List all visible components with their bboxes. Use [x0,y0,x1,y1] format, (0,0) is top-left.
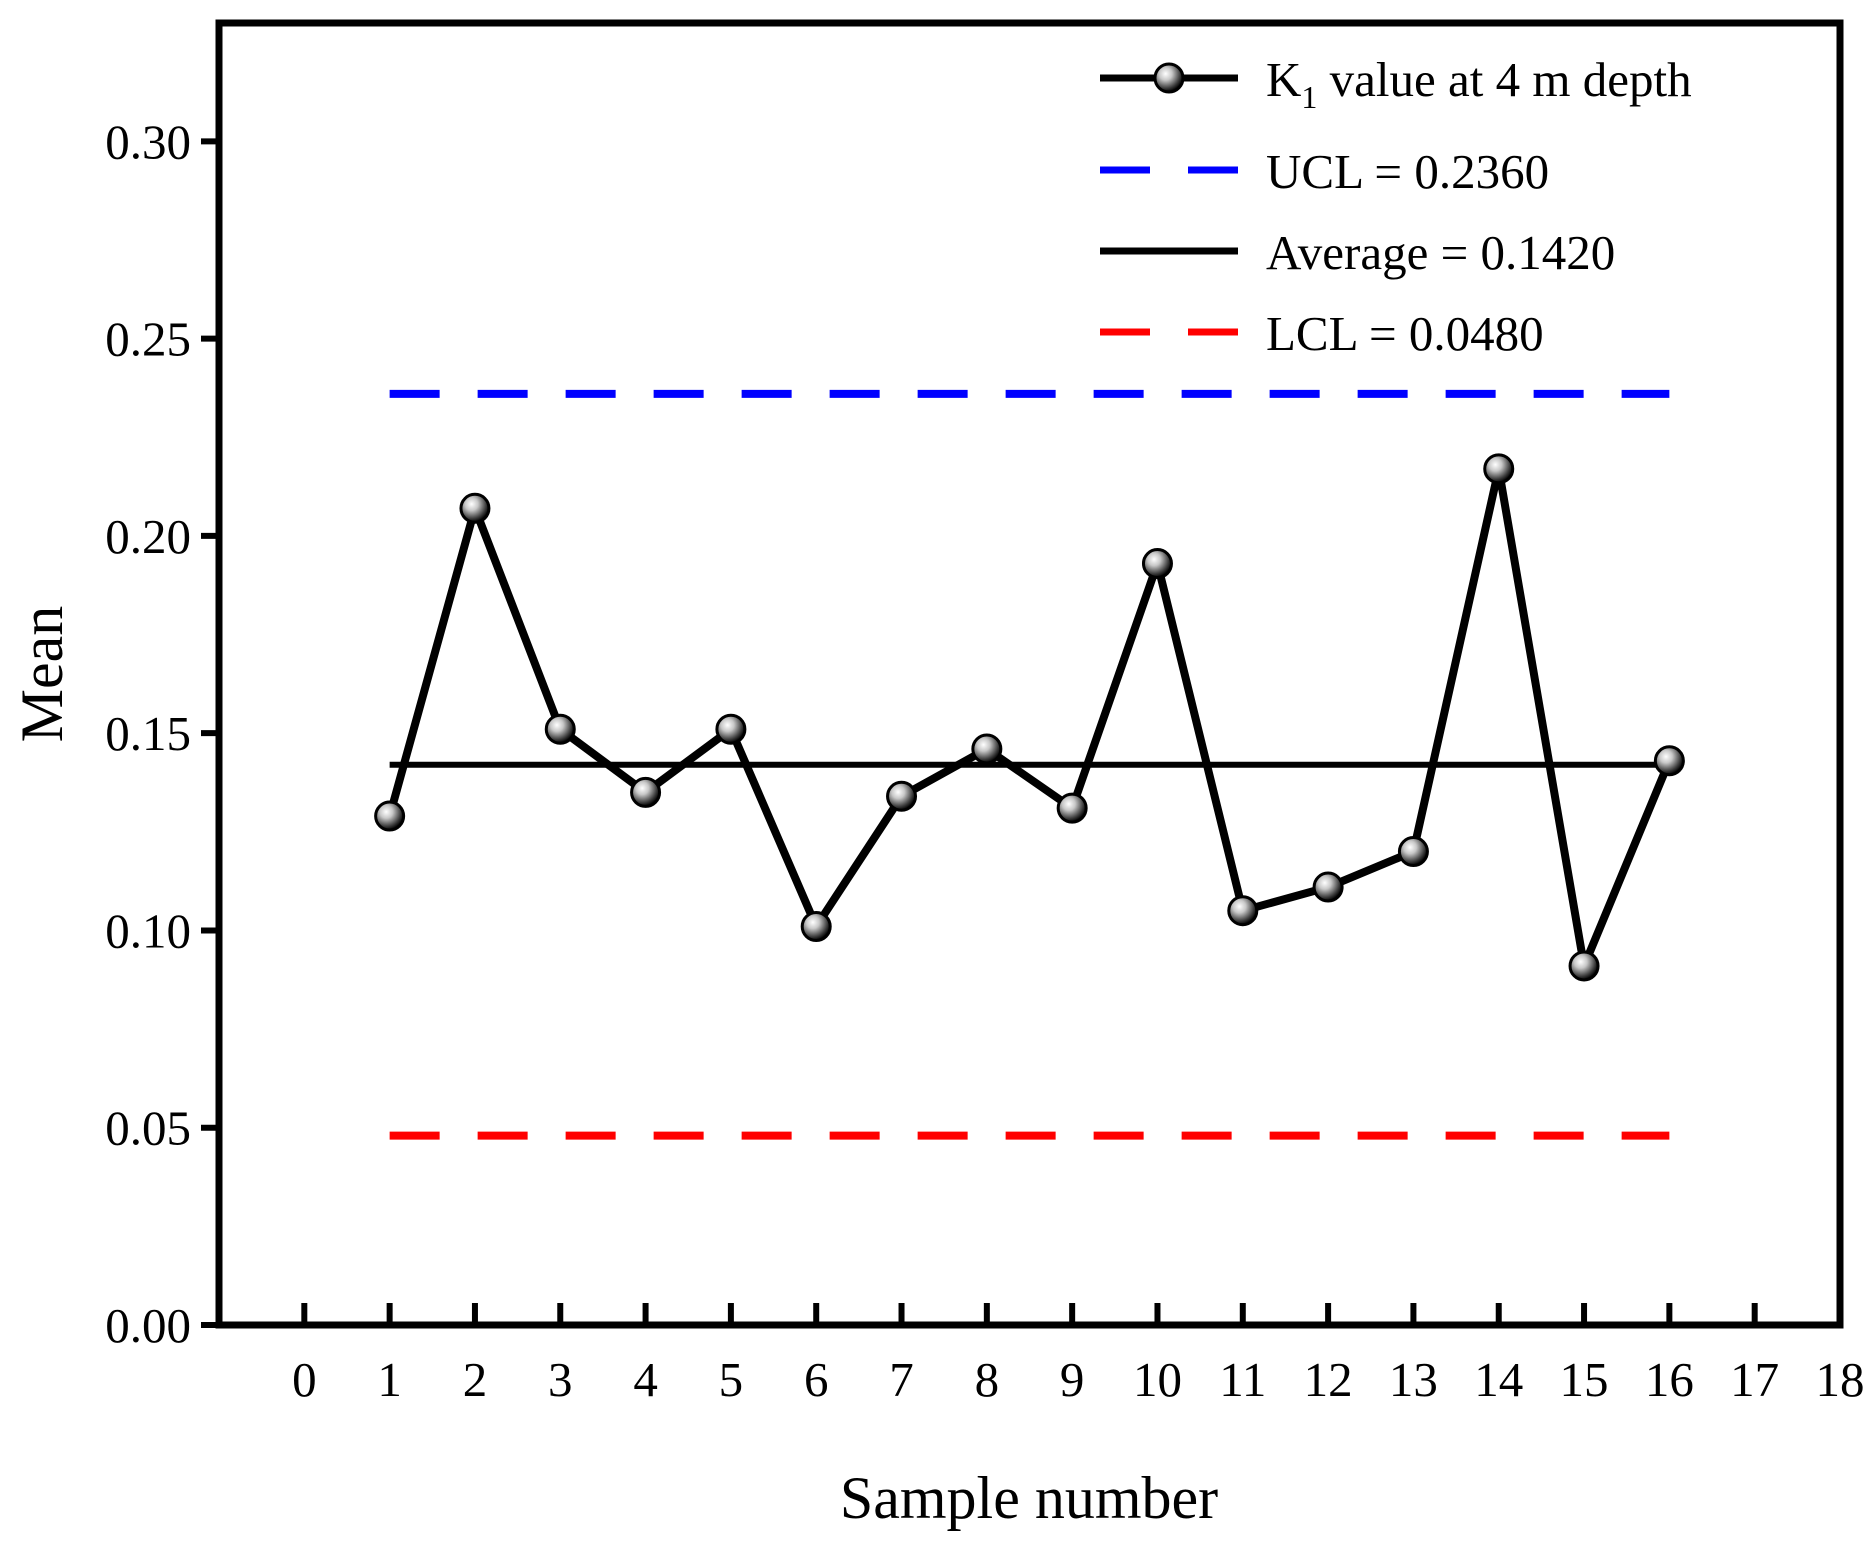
x-tick-label: 9 [1060,1352,1085,1407]
legend-ucl-label: UCL = 0.2360 [1266,144,1549,199]
legend: K1 value at 4 m depth UCL = 0.2360 Avera… [1100,52,1692,361]
data-point [459,492,491,524]
y-tick-label: 0.25 [105,312,191,367]
x-tick-label: 8 [975,1352,1000,1407]
y-tick-label: 0.15 [105,706,191,761]
x-tick-label: 7 [889,1352,914,1407]
x-tick-label: 1 [377,1352,402,1407]
x-tick-label: 11 [1219,1352,1266,1407]
data-point [715,713,747,745]
x-tick-label: 15 [1560,1352,1609,1407]
x-tick-label: 6 [804,1352,829,1407]
data-point [1056,792,1088,824]
data-point [1568,950,1600,982]
x-tick-label: 10 [1133,1352,1182,1407]
data-point [374,800,406,832]
data-point [1653,745,1685,777]
y-axis-label: Mean [9,606,75,743]
y-tick-label: 0.10 [105,903,191,958]
data-point [886,780,918,812]
x-tick-label: 12 [1304,1352,1353,1407]
data-point [544,713,576,745]
y-tick-label: 0.30 [105,114,191,169]
series-line [385,467,1674,981]
x-tick-label: 17 [1730,1352,1779,1407]
data-point [1141,548,1173,580]
x-tick-label: 13 [1389,1352,1438,1407]
y-tick-label: 0.20 [105,509,191,564]
legend-series-label: K1 value at 4 m depth [1266,52,1692,115]
x-axis-ticks: 0 1 2 3 4 5 6 7 8 9 10 11 12 13 14 15 16 17 18 [292,1303,1865,1407]
x-tick-label: 16 [1645,1352,1694,1407]
control-lines [389,389,1670,1140]
data-point [630,776,662,808]
x-tick-label: 0 [292,1352,317,1407]
x-tick-label: 18 [1816,1352,1865,1407]
legend-average-label: Average = 0.1420 [1266,225,1615,280]
x-axis-label: Sample number [840,1465,1218,1531]
x-tick-label: 4 [633,1352,658,1407]
legend-series-marker [1153,62,1185,94]
y-tick-label: 0.05 [105,1101,191,1156]
x-tick-label: 2 [463,1352,488,1407]
data-point [971,733,1003,765]
y-axis-ticks: 0.00 0.05 0.10 0.15 0.20 0.25 0.30 [105,114,219,1353]
series-points [374,453,1685,982]
legend-lcl-label: LCL = 0.0480 [1266,306,1544,361]
data-point [800,911,832,943]
data-point [1227,895,1259,927]
series-lines [385,467,1674,981]
plot-frame [215,19,1844,1329]
x-tick-label: 14 [1474,1352,1523,1407]
data-point [1483,453,1515,485]
y-tick-label: 0.00 [105,1298,191,1353]
data-point [1312,871,1344,903]
data-point [1397,836,1429,868]
x-tick-label: 5 [719,1352,744,1407]
x-tick-label: 3 [548,1352,573,1407]
